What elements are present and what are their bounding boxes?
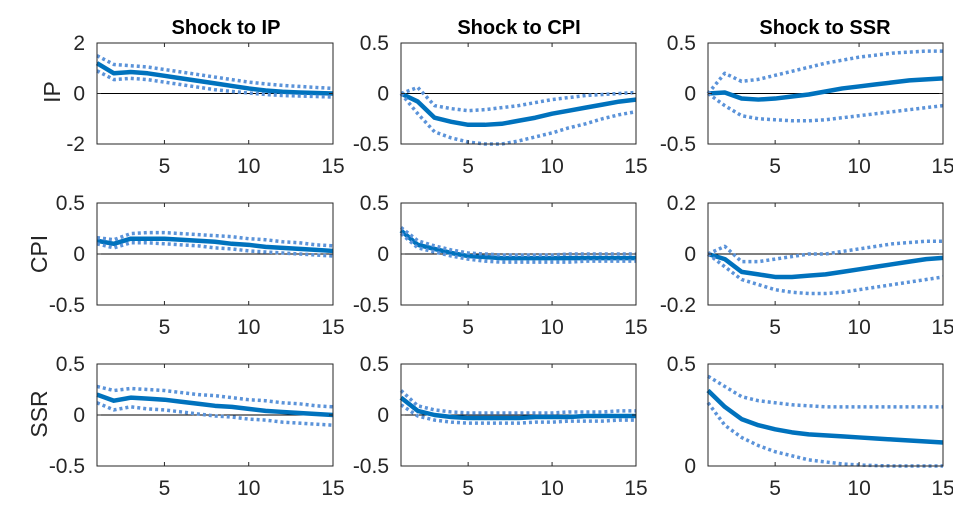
column-titles: Shock to IP Shock to CPI Shock to SSR: [172, 17, 892, 39]
x-tick-label: 5: [769, 477, 781, 500]
y-tick-label: -0.5: [353, 133, 389, 156]
y-tick-label: 0: [377, 83, 389, 106]
upper-band-line: [96, 54, 334, 91]
x-tick-label: 15: [624, 477, 647, 500]
upper-band-line: [706, 49, 943, 95]
x-tick-label: 10: [237, 316, 260, 339]
row-label-ssr: SSR: [26, 390, 52, 437]
x-tick-label: 15: [931, 477, 953, 500]
response-line: [96, 236, 334, 254]
upper-band-line: [96, 230, 334, 248]
panel-r2-c3: 5 10 15 0.2 0 -0.2: [660, 192, 953, 339]
panel-r2-c1: 5 10 15 0.5 0 -0.5: [49, 192, 345, 339]
y-tick-label: 0: [377, 243, 389, 266]
y-tick-label: -2: [66, 133, 85, 156]
x-tick-label: 10: [540, 316, 563, 339]
upper-band-line: [707, 239, 943, 264]
x-tick-label: 15: [624, 155, 647, 178]
lower-band-line: [400, 403, 636, 425]
y-tick-label: 0.5: [360, 32, 389, 55]
x-tick-label: 5: [462, 316, 474, 339]
response-line: [96, 392, 334, 418]
response-line: [400, 91, 637, 128]
response-line: [399, 395, 636, 421]
panel-r1-c3: 5 10 15 0.5 0 -0.5: [660, 32, 953, 178]
y-tick-label: 2: [73, 32, 85, 55]
y-tick-label: 0: [377, 404, 389, 427]
x-tick-label: 10: [847, 155, 870, 178]
x-tick-label: 10: [237, 155, 260, 178]
y-tick-label: 0.2: [667, 192, 696, 215]
panel-r2-c2: 5 10 15 0.5 0 -0.5: [353, 192, 648, 339]
x-tick-label: 15: [321, 477, 344, 500]
y-tick-label: -0.5: [353, 455, 389, 478]
upper-band-line: [400, 85, 637, 113]
y-tick-label: 0.5: [56, 353, 85, 376]
lower-band-line: [706, 252, 944, 296]
x-tick-label: 15: [624, 316, 647, 339]
y-tick-label: -0.2: [660, 294, 696, 317]
row-label-cpi: CPI: [26, 235, 52, 273]
x-tick-label: 5: [159, 316, 171, 339]
y-tick-label: -0.5: [660, 133, 696, 156]
x-tick-label: 15: [931, 316, 953, 339]
lower-band-line: [706, 401, 943, 468]
row-labels: IP CPI SSR: [26, 81, 65, 438]
y-tick-label: -0.5: [49, 294, 85, 317]
x-tick-label: 15: [321, 316, 344, 339]
response-line: [399, 228, 636, 261]
panel-r1-c2: 5 10 15 0.5 0 -0.5: [353, 32, 648, 178]
response-line: [707, 76, 944, 102]
panel-r3-c1: 5 10 15 0.5 0 -0.5: [49, 353, 345, 500]
y-tick-label: 0.5: [360, 353, 389, 376]
lower-band-line: [96, 401, 334, 427]
x-tick-label: 15: [321, 155, 344, 178]
x-tick-label: 5: [159, 477, 171, 500]
x-tick-label: 10: [237, 477, 260, 500]
y-tick-label: -0.5: [353, 294, 389, 317]
y-tick-label: 0.5: [667, 353, 696, 376]
x-tick-label: 10: [847, 316, 870, 339]
x-tick-label: 5: [159, 155, 171, 178]
lower-band-line: [96, 69, 334, 99]
upper-band-line: [399, 389, 636, 415]
panel-r3-c2: 5 10 15 0.5 0 -0.5: [353, 353, 648, 500]
y-tick-label: -0.5: [49, 455, 85, 478]
x-tick-label: 5: [462, 477, 474, 500]
response-line: [707, 251, 944, 280]
row-label-ip: IP: [39, 81, 65, 103]
upper-band-line: [707, 374, 943, 409]
upper-band-line: [96, 384, 334, 409]
y-tick-label: 0: [73, 83, 85, 106]
column-title-cpi-shock: Shock to CPI: [457, 17, 580, 39]
y-tick-label: 0: [73, 243, 85, 266]
x-tick-label: 15: [931, 155, 953, 178]
y-tick-label: 0.5: [667, 32, 696, 55]
x-tick-label: 10: [540, 155, 563, 178]
upper-band-line: [399, 226, 636, 257]
axis-box: [707, 363, 944, 467]
lower-band-line: [96, 241, 334, 258]
y-tick-label: 0.5: [360, 192, 389, 215]
x-tick-label: 5: [769, 155, 781, 178]
y-tick-label: 0: [684, 243, 696, 266]
lower-band-line: [399, 92, 637, 146]
y-tick-label: 0: [73, 404, 85, 427]
x-tick-label: 10: [847, 477, 870, 500]
column-title-ssr-shock: Shock to SSR: [759, 17, 891, 39]
response-line: [95, 61, 334, 96]
y-tick-label: 0: [684, 455, 696, 478]
panel-r3-c3: 5 10 15 0.5 0: [667, 353, 953, 500]
y-tick-label: 0.5: [56, 192, 85, 215]
x-tick-label: 10: [540, 477, 563, 500]
x-tick-label: 5: [462, 155, 474, 178]
x-tick-label: 5: [769, 316, 781, 339]
response-line: [706, 388, 944, 445]
column-title-ip-shock: Shock to IP: [172, 17, 281, 39]
y-tick-label: 0: [684, 83, 696, 106]
